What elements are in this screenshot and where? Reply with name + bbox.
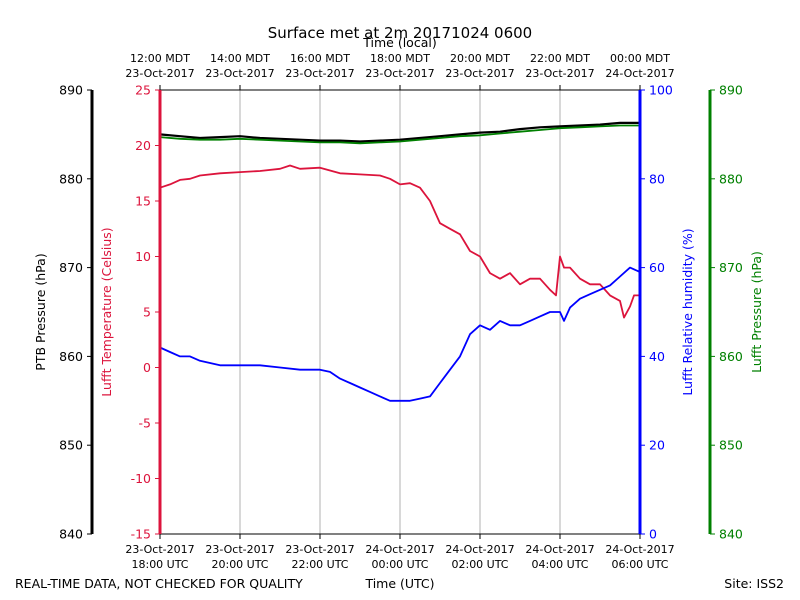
footer-right: Site: ISS2 <box>724 576 784 591</box>
ptb-pressure-tick-label: 870 <box>59 260 83 275</box>
top-axis-label: Time (local) <box>362 35 436 50</box>
bottom-tick-date: 24-Oct-2017 <box>445 543 514 556</box>
bottom-tick-date: 24-Oct-2017 <box>525 543 594 556</box>
bottom-tick-date: 23-Oct-2017 <box>205 543 274 556</box>
footer-left: REAL-TIME DATA, NOT CHECKED FOR QUALITY <box>15 576 303 591</box>
bottom-tick-date: 23-Oct-2017 <box>285 543 354 556</box>
series-line-lufft-pressure <box>159 124 640 145</box>
bottom-tick-time: 18:00 UTC <box>131 558 188 571</box>
top-tick-time: 12:00 MDT <box>130 52 190 65</box>
top-tick-date: 23-Oct-2017 <box>125 67 194 80</box>
lufft-pressure-tick-label: 870 <box>719 260 743 275</box>
temperature-tick-label: -10 <box>131 471 151 486</box>
bottom-tick-date: 24-Oct-2017 <box>605 543 674 556</box>
temperature-tick-label: -15 <box>131 527 151 542</box>
ptb-pressure-tick-label: 860 <box>59 349 83 364</box>
series-layer <box>159 121 641 402</box>
ptb-pressure-tick-label: 880 <box>59 171 83 186</box>
humidity-tick-label: 40 <box>649 349 665 364</box>
humidity-tick-label: 0 <box>649 527 657 542</box>
temperature-tick-label: 0 <box>143 360 151 375</box>
top-tick-date: 23-Oct-2017 <box>205 67 274 80</box>
top-tick-date: 23-Oct-2017 <box>445 67 514 80</box>
time-ticks: 23-Oct-2017 18:00 UTC 23-Oct-2017 20:00 UTC… <box>125 52 674 571</box>
ptb-pressure-tick-label: 850 <box>59 438 83 453</box>
temperature-tick-label: 20 <box>135 138 151 153</box>
temperature-tick-label: 10 <box>135 249 151 264</box>
bottom-tick-time: 06:00 UTC <box>611 558 668 571</box>
lufft-pressure-tick-label: 850 <box>719 438 743 453</box>
temperature-tick-label: 15 <box>135 194 151 209</box>
lufft-pressure-tick-label: 840 <box>719 527 743 542</box>
series-line-lufft-relative-humidity <box>159 266 641 402</box>
axes-layer: 840 850 860 870 880 890 PTB Pressure (hPa) -15 -… <box>33 83 764 542</box>
ptb-pressure-axis-label: PTB Pressure (hPa) <box>33 253 48 370</box>
ptb-pressure-tick-label: 840 <box>59 527 83 542</box>
bottom-tick-time: 20:00 UTC <box>211 558 268 571</box>
bottom-tick-time: 22:00 UTC <box>291 558 348 571</box>
bottom-tick-date: 23-Oct-2017 <box>125 543 194 556</box>
humidity-tick-label: 100 <box>649 83 673 98</box>
bottom-tick-time: 02:00 UTC <box>451 558 508 571</box>
temperature-axis-label: Lufft Temperature (Celsius) <box>99 227 114 396</box>
top-tick-date: 23-Oct-2017 <box>365 67 434 80</box>
bottom-tick-time: 04:00 UTC <box>531 558 588 571</box>
series-line-ptb-pressure <box>159 121 640 143</box>
top-tick-time: 22:00 MDT <box>530 52 590 65</box>
vertical-gridlines <box>239 90 561 534</box>
temperature-tick-label: -5 <box>139 416 151 431</box>
temperature-tick-label: 5 <box>143 305 151 320</box>
top-tick-date: 23-Oct-2017 <box>525 67 594 80</box>
top-tick-time: 20:00 MDT <box>450 52 510 65</box>
top-tick-date: 24-Oct-2017 <box>605 67 674 80</box>
bottom-tick-time: 00:00 UTC <box>371 558 428 571</box>
series-line-lufft-temperature <box>159 164 640 319</box>
lufft-pressure-axis-label: Lufft Pressure (hPa) <box>749 251 764 373</box>
chart-title: Surface met at 2m 20171024 0600 <box>268 24 532 42</box>
top-tick-date: 23-Oct-2017 <box>285 67 354 80</box>
top-tick-time: 14:00 MDT <box>210 52 270 65</box>
ptb-pressure-tick-label: 890 <box>59 83 83 98</box>
humidity-tick-label: 60 <box>649 260 665 275</box>
humidity-axis-label: Lufft Relative humidity (%) <box>680 228 695 395</box>
top-tick-time: 16:00 MDT <box>290 52 350 65</box>
top-tick-time: 18:00 MDT <box>370 52 430 65</box>
bottom-axis-label: Time (UTC) <box>364 576 434 591</box>
bottom-tick-date: 24-Oct-2017 <box>365 543 434 556</box>
humidity-tick-label: 80 <box>649 171 665 186</box>
temperature-tick-label: 25 <box>135 83 151 98</box>
lufft-pressure-tick-label: 860 <box>719 349 743 364</box>
lufft-pressure-tick-label: 880 <box>719 171 743 186</box>
top-tick-time: 00:00 MDT <box>610 52 670 65</box>
lufft-pressure-tick-label: 890 <box>719 83 743 98</box>
humidity-tick-label: 20 <box>649 438 665 453</box>
